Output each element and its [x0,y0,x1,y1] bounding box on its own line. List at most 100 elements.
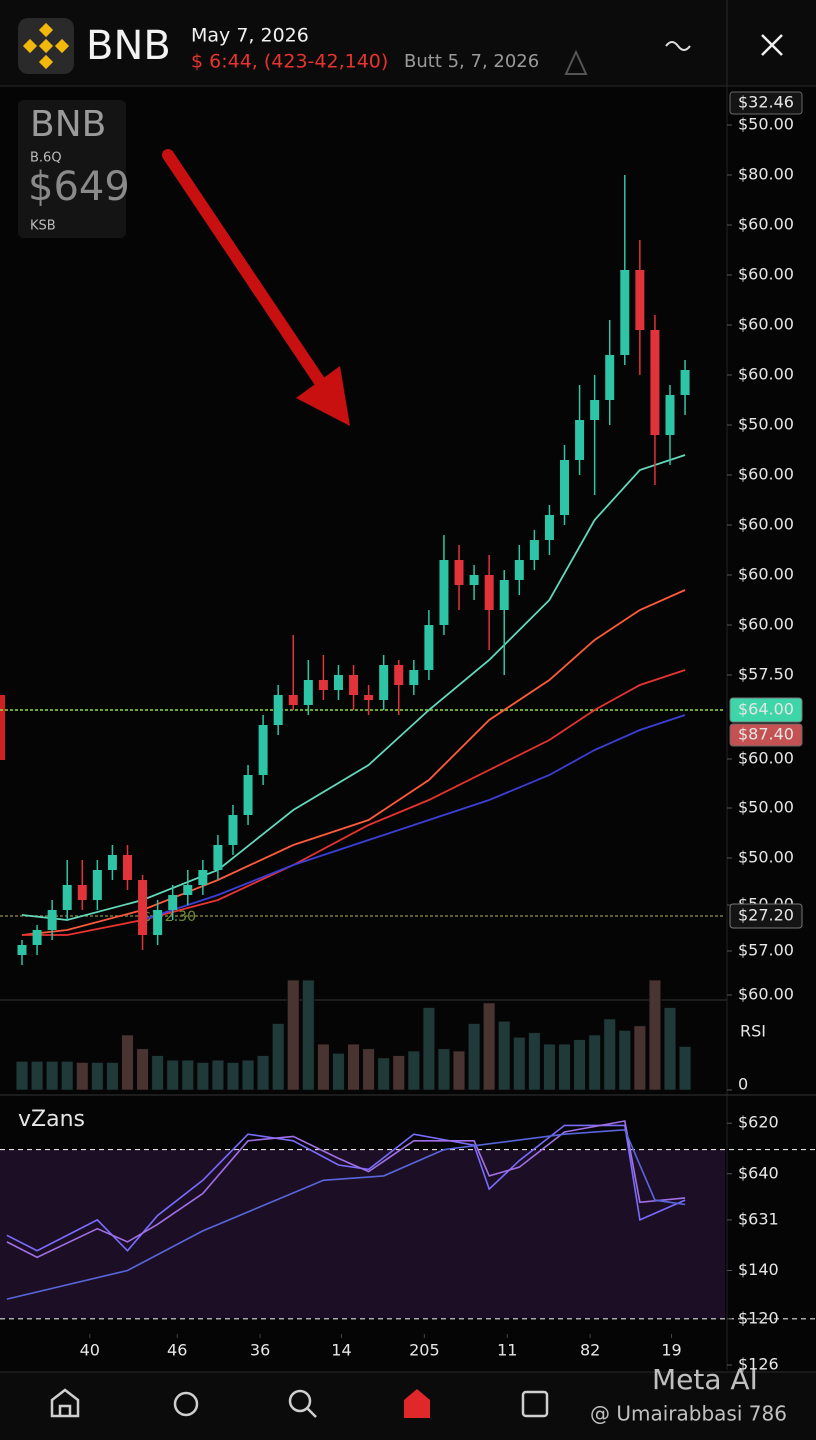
candle-body [303,680,313,705]
nav-trade[interactable] [404,1389,430,1418]
volume-bar [241,1059,255,1091]
candle-body [32,930,42,945]
volume-bar [648,979,662,1091]
logo[interactable] [18,18,74,74]
candle-body [665,395,675,435]
watermark: Meta AI [652,1363,758,1396]
candle-body [349,675,359,695]
volume-bar [166,1059,179,1091]
candle-body [288,695,298,705]
nav-orders[interactable] [521,1390,549,1418]
candle-body [409,670,419,685]
candle-body [379,665,389,700]
y-tick-label: $50.00 [738,415,794,434]
y-tick-label: $60.00 [738,215,794,234]
volume-bar [633,1025,646,1091]
volume-bar [121,1034,134,1091]
y-tick-label: $60.00 [738,749,794,768]
y-tick-label: $140 [738,1260,779,1279]
nav-home[interactable] [50,1388,80,1418]
y-tick-label: $60.00 [738,985,794,1004]
price-badge-label: $64.00 [738,700,794,719]
y-tick-label: $50.00 [738,848,794,867]
date: May 7, 2026 [191,25,309,47]
header-bar [0,0,816,86]
x-tick-label: 14 [331,1341,351,1360]
x-tick-label: 46 [167,1341,187,1360]
line [6,1124,686,1252]
volume-bar [15,1061,29,1091]
volume-bar [61,1061,74,1091]
price-change: $ 6:44, (423-42,140) [191,51,388,73]
volume-bar [257,1055,270,1091]
candle-body [454,560,464,585]
candle-body [17,945,27,955]
info-card [18,100,126,238]
credit: @ Umairabbasi 786 [590,1402,787,1426]
candle-body [439,560,449,625]
alert-icon[interactable] [564,49,588,75]
candle-body [168,895,178,910]
volume-bar [678,1046,692,1091]
candle-body [424,625,434,670]
volume-bar [106,1062,119,1091]
candle-body [469,575,479,585]
overlay-line: B.6Q [30,151,62,166]
volume-bar [272,1023,285,1091]
volume-bar [437,1048,451,1091]
candle-body [333,675,343,690]
candle-body [198,870,208,885]
y-tick-label: $60.00 [738,265,794,284]
arrow [162,149,350,426]
x-tick-label: 19 [661,1341,681,1360]
candle-body [153,910,163,935]
y-tick-label: $57.00 [738,941,794,960]
candle-body [499,580,509,610]
volume-bar [377,1057,390,1091]
y-tick-label: 0 [738,1075,748,1094]
volume-bar [181,1059,194,1091]
x-tick-label: 82 [580,1341,600,1360]
volume-bar [30,1061,44,1091]
line [21,589,686,936]
y-tick-label: $57.50 [738,665,794,684]
y-tick-label: $60.00 [738,465,794,484]
volume-bar [588,1034,601,1091]
candle-body [318,680,328,690]
nav-markets[interactable] [173,1391,199,1417]
candle-body [544,515,554,540]
symbol: BNB [86,23,171,69]
candle-body [635,270,645,330]
x-tick-label: 11 [497,1341,517,1360]
line [6,1128,686,1300]
candle-body [183,885,193,895]
volume-bar [287,979,300,1091]
candle-body [560,460,570,515]
indicator-title: vZans [18,1107,85,1132]
y-tick-label: $126 [738,1355,779,1374]
price-badge [729,91,803,115]
volume-bar [151,1055,164,1091]
y-tick-label: $60.00 [738,515,794,534]
close-button[interactable] [761,34,783,56]
y-tick-label: $620 [738,1113,779,1132]
volume-bar [76,1062,89,1091]
y-tick-label: $60.00 [738,365,794,384]
volume-bar [136,1048,149,1091]
y-tick-label: $120 [738,1308,779,1327]
nav-search[interactable] [288,1389,312,1413]
candle-body [575,420,585,460]
price-badge [729,723,803,747]
candle-body [77,885,87,900]
y-tick-label: $60.00 [738,315,794,334]
volume-bar [46,1061,59,1091]
volume-bar [91,1062,104,1091]
volume-bar [603,1018,616,1091]
chart-type-icon[interactable] [665,41,691,51]
x-tick-label: 205 [409,1341,440,1360]
overlay-line: KSB [30,219,56,234]
price-badge [729,903,803,929]
candle-body [92,870,102,900]
